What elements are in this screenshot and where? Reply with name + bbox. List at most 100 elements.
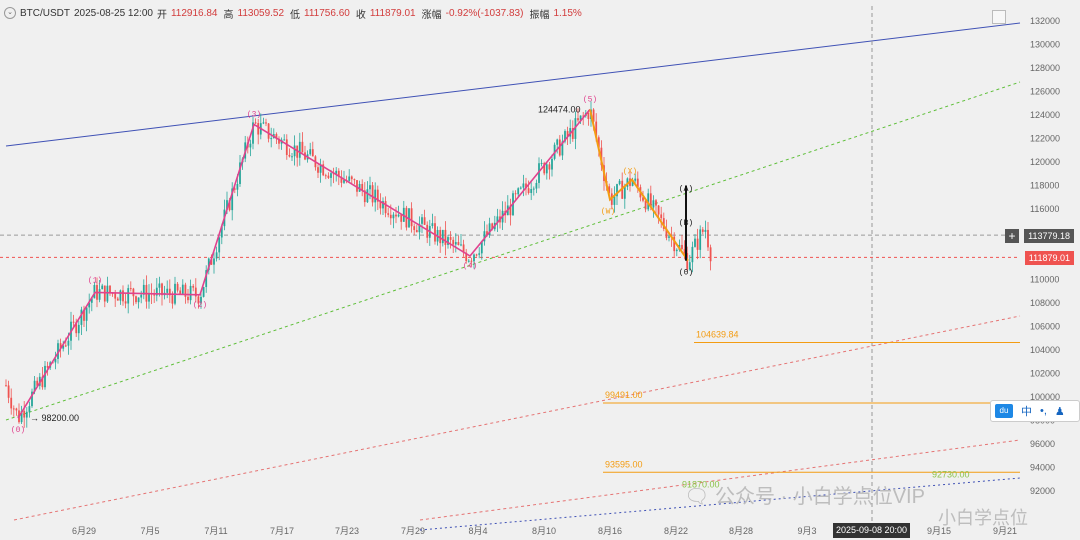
candle-body [192,285,195,288]
crosshair-date-label: 2025-09-08 20:00 [833,523,911,538]
y-tick-label: 118000 [1030,181,1059,191]
punctuation-toggle[interactable]: •, [1040,405,1047,417]
candle-body [475,254,478,256]
candle-body [101,285,104,290]
candle-body [592,109,595,122]
collapse-icon[interactable]: ⌄ [4,7,16,19]
toolbar-logo-icon[interactable]: du [995,404,1013,418]
candle-body [439,229,442,244]
amplitude-label: 振幅 [529,9,550,21]
candle-body [361,183,364,191]
candle-body [350,176,353,180]
wave-label: (0) [11,426,25,435]
candle-body [423,217,426,225]
add-alert-button[interactable]: + [1005,229,1019,243]
candle-body [392,214,395,219]
candle-body [522,183,525,188]
candle-body [465,252,468,262]
candle-body [649,193,652,208]
candle-body [681,244,683,249]
candle-body [148,293,150,302]
candle-body [538,163,540,183]
candle-body [701,229,704,232]
x-tick-label: 8月16 [598,526,622,536]
candle-body [340,176,343,183]
floating-toolbar: du 中 •, ♟ [990,400,1080,422]
close-label: 收 [355,9,366,21]
watermark-right: 小白学点位 [938,508,1028,528]
x-tick-label: 8月10 [532,526,556,536]
user-icon[interactable]: ♟ [1054,405,1065,418]
candle-body [571,128,574,139]
candle-body [675,249,678,252]
candle-body [343,180,345,183]
candle-body [202,286,205,297]
candle-body [454,242,457,245]
candle-body [686,253,689,270]
candle-body [62,345,65,349]
y-tick-label: 92000 [1030,486,1055,496]
candle-body [460,244,462,246]
candle-body [371,185,374,203]
wave-label: (B) [679,219,693,228]
candle-body [327,175,330,178]
candle-body [67,340,70,346]
candle-body [707,229,709,248]
candle-body [496,216,499,223]
expand-icon[interactable] [992,10,1006,24]
candle-body [5,385,7,387]
low-price-annotation: → 98200.00 [30,413,79,423]
candle-body [618,180,621,185]
candle-body [449,237,452,240]
candle-body [249,143,252,148]
candle-body [696,238,699,250]
candle-body [176,283,179,291]
candle-body [356,180,358,192]
candle-body [93,285,96,299]
candle-body [486,231,488,236]
candle-body [252,122,254,144]
language-toggle[interactable]: 中 [1021,406,1032,418]
x-tick-label: 7月23 [335,526,359,536]
candle-body [226,200,228,210]
x-tick-label: 8月4 [468,526,487,536]
wave-label: (1) [88,276,102,285]
last-price-tag: 111879.01 [1024,251,1074,265]
candle-body [285,139,288,155]
candle-body [540,162,543,164]
candle-body [213,258,215,265]
candle-body [642,197,644,201]
candle-body [662,218,665,229]
level-label: 92730.00 [932,469,970,479]
candle-body [330,173,332,178]
candle-body [278,138,280,144]
candle-body [275,134,278,139]
amplitude-value: 1.15% [553,7,582,19]
candle-body [415,230,418,233]
candle-body [7,385,10,398]
candle-body [254,122,257,124]
y-tick-label: 102000 [1030,369,1060,379]
candle-body [207,258,210,271]
candle-body [374,189,377,203]
watermark-left: 🗨 公众号 · 小白学点位VIP [684,486,925,508]
x-tick-label: 7月11 [204,526,227,536]
candle-body [122,290,124,302]
candle-body [535,182,538,189]
candle-body [228,200,231,211]
candle-body [548,164,551,170]
candle-body [135,296,137,303]
low-label: 低 [290,9,301,21]
candle-body [545,164,548,174]
candle-body [348,176,351,181]
trend-line-red-2 [419,439,1021,521]
candle-body [187,296,189,301]
wave-label: (W) [601,208,615,217]
candle-body [189,285,192,301]
candle-body [205,270,208,287]
y-tick-label: 96000 [1030,439,1055,449]
candle-body [85,307,88,321]
candle-body [608,186,611,194]
candle-body [322,164,325,176]
